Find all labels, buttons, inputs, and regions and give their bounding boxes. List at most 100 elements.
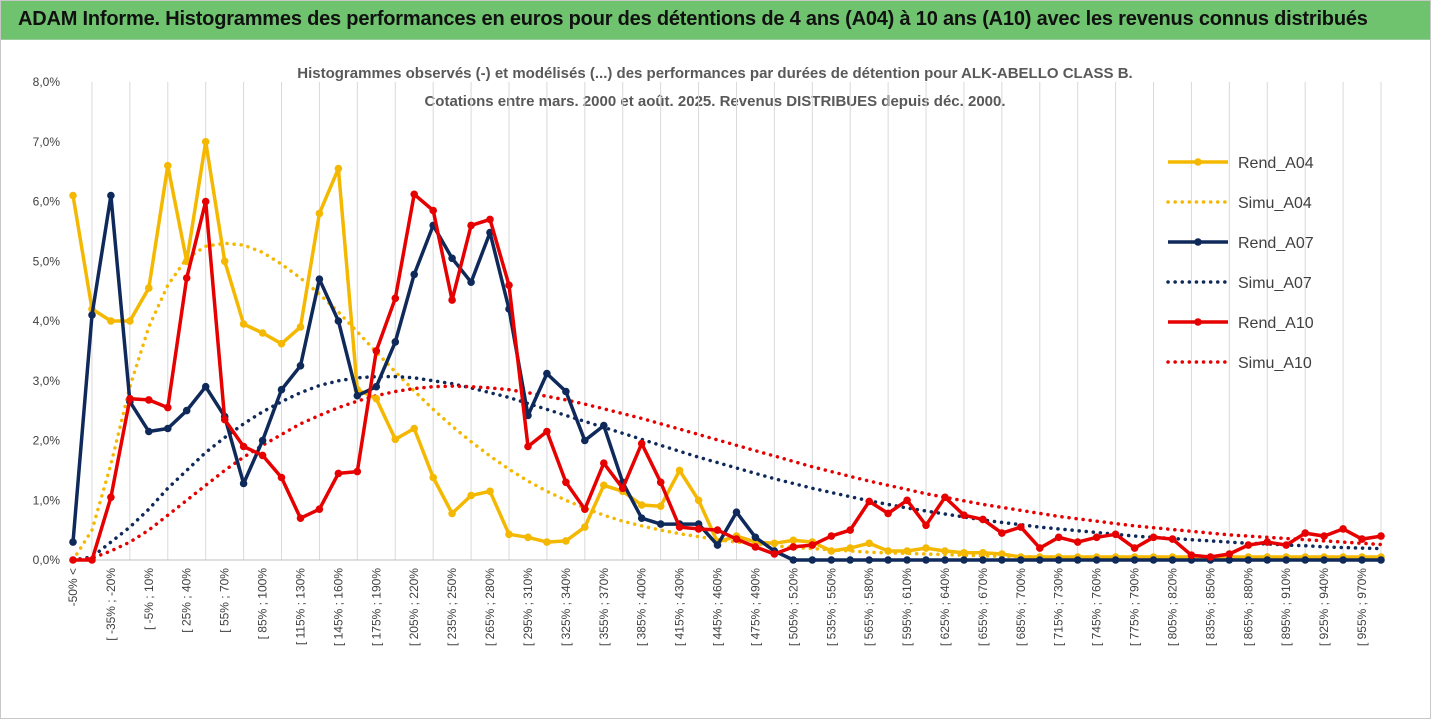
data-point-rend-a10 bbox=[675, 523, 684, 531]
y-tick-label: 0,0% bbox=[33, 553, 61, 567]
data-point-rend-a04 bbox=[789, 536, 798, 545]
data-point-rend-a10 bbox=[353, 467, 362, 476]
data-point-rend-a04 bbox=[637, 501, 646, 509]
x-tick-label: [ 775% ; 790% bbox=[1128, 568, 1142, 646]
data-point-rend-a10 bbox=[1111, 530, 1120, 539]
data-point-rend-a10 bbox=[1073, 538, 1082, 546]
x-tick-label: [ 235% ; 250% bbox=[445, 568, 459, 646]
x-tick-label: [ 925% ; 940% bbox=[1317, 568, 1331, 646]
x-tick-label: [ 25% ; 40% bbox=[180, 568, 194, 633]
data-point-rend-a10 bbox=[656, 478, 665, 487]
data-point-rend-a10 bbox=[1282, 541, 1290, 549]
data-point-rend-a10 bbox=[732, 535, 741, 543]
data-point-rend-a10 bbox=[865, 497, 873, 506]
data-point-rend-a10 bbox=[239, 442, 248, 451]
data-point-rend-a07 bbox=[1244, 556, 1253, 564]
data-point-rend-a04 bbox=[126, 317, 134, 325]
data-point-rend-a07 bbox=[960, 556, 968, 564]
data-point-rend-a10 bbox=[1377, 532, 1385, 540]
data-point-rend-a04 bbox=[107, 317, 115, 325]
x-tick-label: [ 535% ; 550% bbox=[824, 568, 838, 646]
data-point-rend-a10 bbox=[277, 473, 286, 482]
x-tick-label: [ -35% ; -20% bbox=[104, 568, 118, 641]
data-point-rend-a10 bbox=[410, 190, 419, 199]
data-point-rend-a07 bbox=[1377, 556, 1385, 564]
data-point-rend-a07 bbox=[334, 317, 343, 325]
x-tick-label: [ 955% ; 970% bbox=[1355, 568, 1369, 646]
data-point-rend-a04 bbox=[296, 323, 305, 331]
x-tick-label: [ 835% ; 850% bbox=[1203, 568, 1217, 646]
data-point-rend-a07 bbox=[922, 556, 930, 564]
data-point-rend-a07 bbox=[391, 338, 400, 346]
data-point-rend-a10 bbox=[429, 206, 438, 215]
data-point-rend-a10 bbox=[220, 415, 229, 424]
data-point-rend-a07 bbox=[69, 538, 77, 546]
data-point-rend-a04 bbox=[656, 502, 665, 511]
data-point-rend-a10 bbox=[126, 394, 134, 403]
data-point-rend-a04 bbox=[201, 138, 210, 146]
legend-label-simu-a04: Simu_A04 bbox=[1238, 195, 1312, 212]
data-point-rend-a07 bbox=[353, 391, 362, 400]
data-point-rend-a07 bbox=[145, 427, 153, 436]
data-point-rend-a07 bbox=[107, 191, 115, 200]
x-tick-label: [ 415% ; 430% bbox=[673, 568, 687, 646]
data-point-rend-a10 bbox=[69, 556, 77, 564]
data-point-rend-a04 bbox=[505, 530, 513, 539]
data-point-rend-a07 bbox=[903, 556, 911, 564]
data-point-rend-a04 bbox=[922, 544, 930, 552]
data-point-rend-a10 bbox=[941, 493, 949, 502]
x-tick-label: [ 475% ; 490% bbox=[748, 568, 762, 646]
data-point-rend-a10 bbox=[713, 526, 722, 534]
data-point-rend-a07 bbox=[713, 541, 722, 549]
data-point-rend-a07 bbox=[865, 556, 873, 564]
data-point-rend-a07 bbox=[543, 369, 551, 378]
data-point-rend-a07 bbox=[1358, 556, 1366, 564]
data-point-rend-a04 bbox=[448, 509, 456, 518]
data-point-rend-a10 bbox=[1320, 532, 1328, 540]
data-point-rend-a04 bbox=[543, 538, 551, 546]
data-point-rend-a10 bbox=[979, 515, 987, 524]
data-point-rend-a10 bbox=[1036, 544, 1044, 552]
data-point-rend-a10 bbox=[562, 478, 570, 487]
data-point-rend-a07 bbox=[1301, 556, 1309, 564]
data-point-rend-a10 bbox=[315, 505, 324, 513]
data-point-rend-a04 bbox=[145, 284, 153, 292]
data-point-rend-a07 bbox=[581, 436, 589, 445]
data-point-rend-a04 bbox=[315, 209, 324, 218]
data-point-rend-a04 bbox=[372, 394, 381, 403]
data-point-rend-a10 bbox=[884, 509, 892, 518]
x-tick-label: [ 865% ; 880% bbox=[1241, 568, 1255, 646]
series-line-simu-a10 bbox=[71, 384, 1383, 562]
report-title: ADAM Informe. Histogrammes des performan… bbox=[18, 8, 1368, 30]
data-point-rend-a07 bbox=[410, 270, 419, 279]
data-point-rend-a10 bbox=[694, 525, 703, 533]
data-point-rend-a10 bbox=[296, 514, 305, 522]
x-tick-label: [ 565% ; 580% bbox=[862, 568, 876, 646]
series-line-simu-a07 bbox=[71, 374, 1383, 562]
data-point-rend-a07 bbox=[1017, 556, 1025, 564]
data-point-rend-a04 bbox=[694, 496, 703, 505]
data-point-rend-a07 bbox=[1225, 556, 1234, 564]
data-point-rend-a10 bbox=[334, 469, 343, 478]
data-point-rend-a10 bbox=[903, 496, 911, 505]
x-tick-label: [ 805% ; 820% bbox=[1165, 568, 1179, 646]
data-point-rend-a10 bbox=[486, 215, 494, 224]
data-point-rend-a04 bbox=[998, 550, 1006, 558]
data-point-rend-a10 bbox=[391, 294, 400, 303]
data-point-rend-a07 bbox=[1073, 556, 1082, 564]
data-point-rend-a10 bbox=[1339, 525, 1347, 533]
data-point-rend-a07 bbox=[239, 479, 248, 488]
data-point-rend-a04 bbox=[941, 547, 949, 555]
data-point-rend-a10 bbox=[88, 556, 96, 564]
data-point-rend-a04 bbox=[675, 466, 684, 475]
y-tick-label: 2,0% bbox=[33, 434, 61, 448]
data-point-rend-a10 bbox=[145, 396, 153, 404]
data-point-rend-a10 bbox=[448, 296, 456, 304]
data-point-rend-a04 bbox=[903, 547, 911, 555]
x-tick-label: [ 325% ; 340% bbox=[559, 568, 573, 646]
data-point-rend-a10 bbox=[1130, 544, 1139, 552]
data-point-rend-a04 bbox=[827, 547, 836, 555]
data-point-rend-a07 bbox=[1149, 556, 1158, 564]
legend-marker-rend-a07 bbox=[1194, 238, 1202, 246]
x-tick-label: [ 265% ; 280% bbox=[483, 568, 497, 646]
